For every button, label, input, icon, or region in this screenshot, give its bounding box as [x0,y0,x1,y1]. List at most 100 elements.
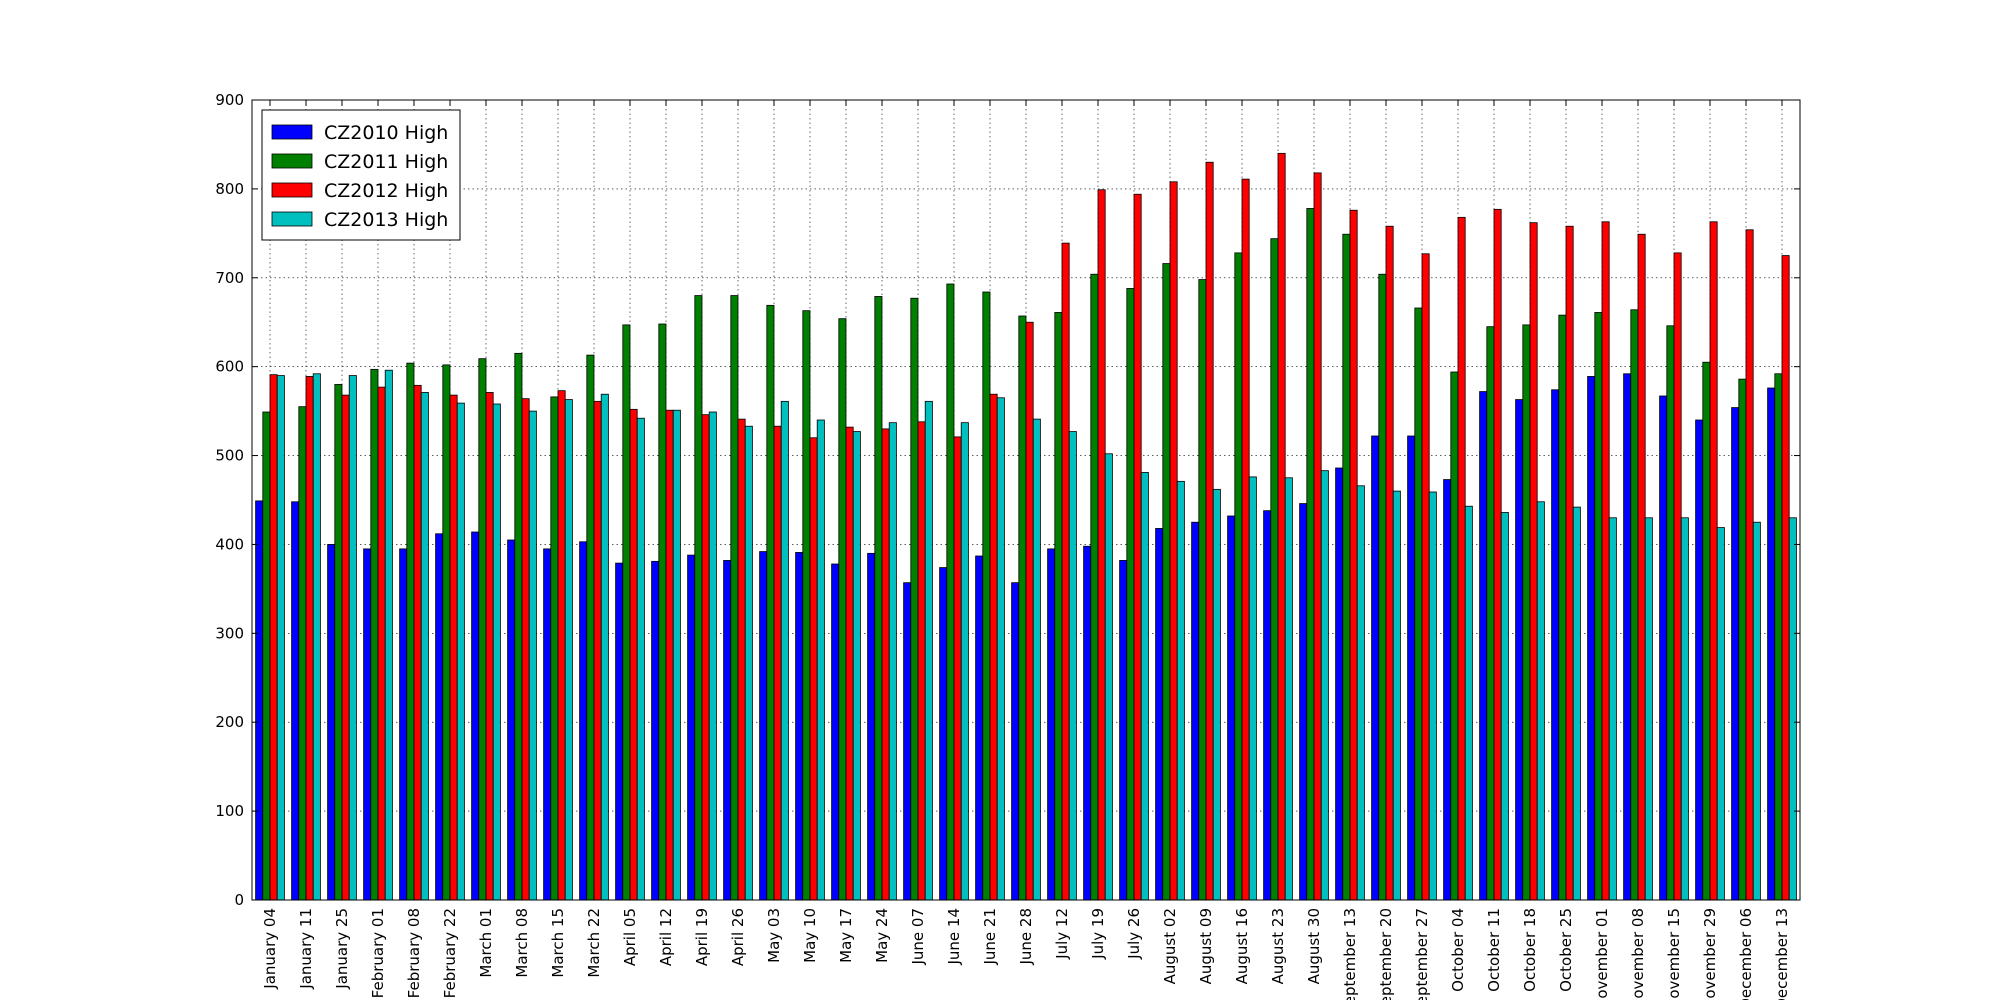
bar [291,501,300,901]
bar [730,295,739,901]
y-tick-label: 200 [215,713,244,731]
x-tick-label: November 01 [1593,908,1611,1000]
x-tick-label: November 08 [1629,908,1647,1000]
y-tick-label: 800 [215,180,244,198]
bar [327,544,336,901]
bar [759,551,768,901]
x-tick-label: June 07 [909,908,927,966]
bar [1385,225,1394,901]
bar [1745,229,1754,901]
y-tick-label: 300 [215,624,244,642]
x-tick-label: May 03 [765,908,783,963]
x-tick-label: May 10 [801,908,819,963]
bar [1306,208,1315,901]
bar [1594,312,1603,901]
bar [831,563,840,901]
bar [1299,503,1308,901]
y-axis: 0 100 200 300 400 500 600 700 800 900 [215,91,1800,909]
bar [1284,477,1293,901]
x-tick-label: June 28 [1017,908,1035,966]
bar [1608,517,1617,901]
bar [557,390,566,901]
bar [456,402,465,901]
bar [1313,172,1322,901]
bar [1788,517,1797,901]
x-tick-label: December 13 [1773,908,1791,1000]
x-tick-label: August 23 [1269,908,1287,984]
bar [1241,178,1250,901]
bar [269,374,278,901]
x-tick-label: November 29 [1701,908,1719,1000]
bar [478,358,487,901]
bar [845,426,854,901]
bar [1565,225,1574,901]
bar [1716,527,1725,901]
bar [600,393,609,901]
bar [1558,314,1567,901]
bar [305,376,314,901]
bar [579,541,588,901]
bar [795,552,804,901]
x-tick-label: July 26 [1125,908,1143,960]
bar [924,400,933,901]
legend-swatch [271,211,313,227]
bar [435,533,444,901]
bar [1104,453,1113,901]
bar [1277,152,1286,901]
bar [1068,431,1077,901]
y-tick-label: 100 [215,802,244,820]
x-tick-label: August 09 [1197,908,1215,984]
bar [492,403,501,901]
bar [442,364,451,901]
x-tick-label: March 08 [513,908,531,978]
bar [629,408,638,901]
bar [1119,560,1128,901]
bar [1371,435,1380,901]
x-tick-label: July 12 [1053,908,1071,960]
bar [852,431,861,901]
bar [1637,233,1646,901]
bar [471,531,480,901]
bar [1479,391,1488,901]
bars [255,152,1797,901]
x-tick-label: June 14 [945,908,963,966]
bar [1414,307,1423,901]
bar [1205,161,1214,901]
bar [1486,326,1495,901]
legend-swatch [271,153,313,169]
bar [953,436,962,901]
bar [1140,472,1149,901]
bar [1320,470,1329,901]
bar [485,392,494,901]
x-tick-label: September 27 [1413,908,1431,1000]
bar [816,419,825,901]
bar [989,393,998,901]
bar [399,548,408,901]
bar [507,539,516,901]
x-tick-label: April 19 [693,908,711,966]
bar [615,562,624,901]
x-tick-label: February 01 [369,908,387,998]
y-tick-label: 600 [215,358,244,376]
bar [780,400,789,901]
bar [1335,467,1344,901]
bar [348,375,357,901]
bar [1054,312,1063,901]
bar [1263,510,1272,901]
x-tick-label: December 06 [1737,908,1755,1000]
bar [939,567,948,901]
bar [622,324,631,901]
bar [1493,208,1502,901]
bar [1500,512,1509,901]
bar [1025,321,1034,901]
bar [1248,476,1257,901]
x-tick-label: January 11 [297,908,315,990]
bar [809,437,818,901]
bar [341,394,350,901]
bar [651,560,660,901]
y-tick-label: 500 [215,447,244,465]
bar [1767,387,1776,901]
legend-label: CZ2010 High [324,122,448,144]
y-tick-label: 400 [215,535,244,553]
x-tick-label: October 04 [1449,908,1467,992]
